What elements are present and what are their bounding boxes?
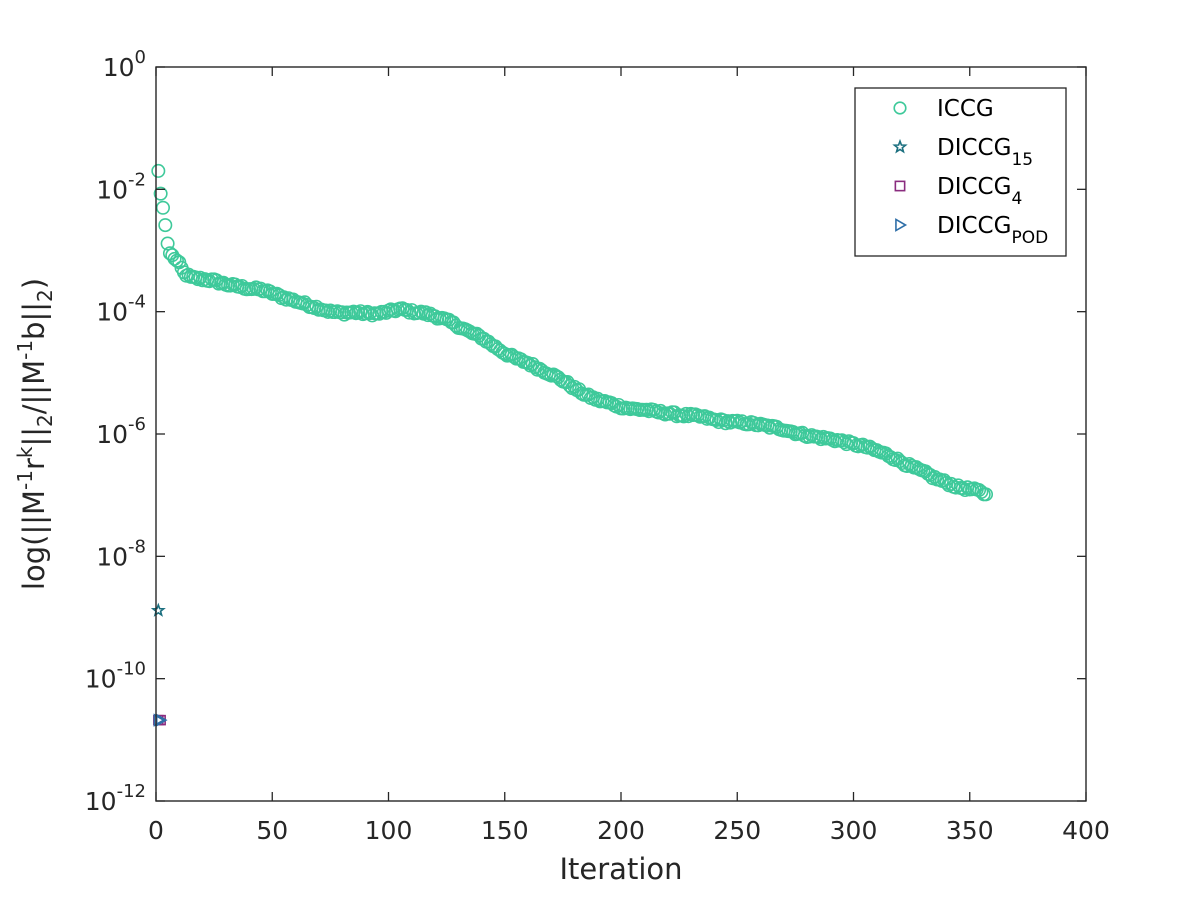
- legend-marker: [893, 101, 907, 115]
- y-axis-title: log(||M-1rk||2/||M-1b||2): [13, 278, 57, 590]
- y-axis-title-group: log(||M-1rk||2/||M-1b||2): [13, 278, 57, 590]
- y-tick-label: 10-4: [96, 292, 146, 327]
- data-point: [937, 473, 952, 488]
- x-tick-label: 350: [946, 816, 994, 845]
- legend-entry: DICCG4: [894, 174, 1022, 209]
- series-diccg-15: [150, 602, 166, 617]
- data-point: [151, 163, 166, 178]
- legend-label: DICCG4: [937, 174, 1022, 209]
- data-point: [481, 334, 496, 349]
- legend-marker: [894, 180, 906, 192]
- markers-layer: [150, 163, 994, 727]
- data-point: [155, 713, 168, 727]
- ticks-layer: 0 50 100 150 200 250 300 350 400 100 10-2 10-4 10-6 1…: [85, 47, 1110, 845]
- legend-entry: DICCG15: [892, 135, 1033, 170]
- legend-label: ICCG: [937, 96, 994, 122]
- x-tick-label: 200: [597, 816, 645, 845]
- data-point: [979, 487, 994, 502]
- data-point: [972, 482, 987, 497]
- data-point: [276, 290, 291, 305]
- data-point: [150, 602, 166, 617]
- data-point: [160, 236, 175, 251]
- legend-marker: [892, 138, 908, 154]
- series-diccg-pod: [153, 713, 168, 727]
- data-point: [169, 253, 184, 268]
- x-tick-label: 250: [713, 816, 761, 845]
- data-point: [153, 713, 166, 727]
- data-point: [490, 342, 505, 357]
- x-tick-label: 150: [481, 816, 529, 845]
- x-tick-label: 300: [830, 816, 878, 845]
- data-point: [153, 186, 168, 201]
- data-point: [520, 356, 535, 371]
- y-tick-label: 10-12: [85, 781, 146, 816]
- legend: ICCG DICCG15 DICCG4 DICCGPOD: [854, 87, 1067, 257]
- legend-entry: ICCG: [893, 96, 994, 122]
- legend-entry: DICCGPOD: [895, 213, 1048, 248]
- x-tick-label: 0: [148, 816, 164, 845]
- data-point: [892, 454, 907, 469]
- y-tick-label: 10-6: [96, 414, 146, 449]
- legend-marker: [895, 218, 908, 232]
- x-tick-label: 100: [365, 816, 413, 845]
- legend-label: DICCGPOD: [937, 213, 1048, 248]
- data-point: [158, 218, 173, 233]
- series-iccg: [151, 163, 994, 502]
- data-point: [469, 326, 484, 341]
- data-point: [155, 200, 170, 215]
- x-tick-label: 400: [1062, 816, 1110, 845]
- y-tick-label: 100: [103, 47, 146, 82]
- x-tick-label: 50: [256, 816, 288, 845]
- legend-label: DICCG15: [937, 135, 1033, 170]
- y-tick-label: 10-2: [96, 169, 146, 204]
- y-tick-label: 10-10: [85, 659, 146, 694]
- legend-box: [854, 87, 1067, 257]
- y-tick-label: 10-8: [96, 536, 146, 571]
- x-axis-title: Iteration: [559, 852, 682, 886]
